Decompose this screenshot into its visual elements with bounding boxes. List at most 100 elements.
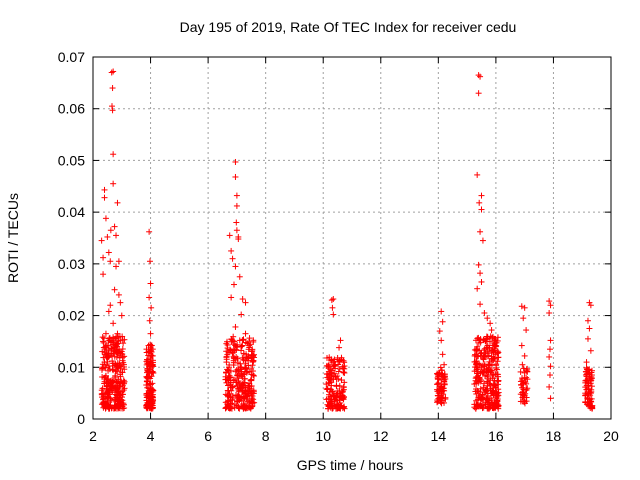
data-point xyxy=(483,338,490,345)
data-point xyxy=(490,356,497,363)
data-point xyxy=(231,281,238,288)
data-point xyxy=(105,367,112,374)
data-point xyxy=(341,403,348,410)
data-point xyxy=(114,199,121,206)
data-point xyxy=(223,353,230,360)
data-point xyxy=(486,380,493,387)
data-point xyxy=(119,369,126,376)
data-point xyxy=(119,333,126,340)
data-point xyxy=(230,346,237,353)
data-point xyxy=(488,327,495,334)
data-point xyxy=(336,344,343,351)
data-point xyxy=(246,383,253,390)
x-tick-label: 14 xyxy=(431,428,447,444)
data-point xyxy=(338,388,345,395)
data-point xyxy=(110,68,117,75)
data-point xyxy=(239,388,246,395)
data-point xyxy=(473,363,480,370)
data-point xyxy=(439,318,446,325)
x-tick-label: 10 xyxy=(315,428,331,444)
data-point xyxy=(328,369,335,376)
data-point xyxy=(106,335,113,342)
data-point xyxy=(473,373,480,380)
data-point xyxy=(586,325,593,332)
data-point xyxy=(487,368,494,375)
data-point xyxy=(105,308,112,315)
data-point xyxy=(494,398,501,405)
data-point xyxy=(110,360,117,367)
data-point xyxy=(233,227,240,234)
data-point xyxy=(113,335,120,342)
data-point xyxy=(238,385,245,392)
data-point xyxy=(115,364,122,371)
data-point xyxy=(587,302,594,309)
data-point xyxy=(108,103,115,110)
data-point xyxy=(239,342,246,349)
data-point xyxy=(517,368,524,375)
data-point xyxy=(114,330,121,337)
data-point xyxy=(588,373,595,380)
data-point xyxy=(108,345,115,352)
data-point xyxy=(230,333,237,340)
data-point xyxy=(144,378,151,385)
data-point xyxy=(121,336,128,343)
data-point xyxy=(326,376,333,383)
data-point xyxy=(246,335,253,342)
data-point xyxy=(245,353,252,360)
data-point xyxy=(478,377,485,384)
data-point xyxy=(520,384,527,391)
data-point xyxy=(119,397,126,404)
data-point xyxy=(478,349,485,356)
data-point xyxy=(102,405,109,412)
data-point xyxy=(146,258,153,265)
data-point xyxy=(232,342,239,349)
data-point xyxy=(521,304,528,311)
data-point xyxy=(475,90,482,97)
data-point xyxy=(236,337,243,344)
data-point xyxy=(547,302,554,309)
data-point xyxy=(546,353,553,360)
data-point xyxy=(584,317,591,324)
data-point xyxy=(441,381,448,388)
data-point xyxy=(483,394,490,401)
data-point xyxy=(232,158,239,165)
data-point xyxy=(492,342,499,349)
data-point xyxy=(523,374,530,381)
data-point xyxy=(111,223,118,230)
data-point xyxy=(113,368,120,375)
data-point xyxy=(333,383,340,390)
data-point xyxy=(340,369,347,376)
data-point xyxy=(523,327,530,334)
data-point xyxy=(324,401,331,408)
data-point xyxy=(232,323,239,330)
data-point xyxy=(586,369,593,376)
data-point xyxy=(148,304,155,311)
y-tick-label: 0.05 xyxy=(58,152,85,168)
data-point xyxy=(233,379,240,386)
data-point xyxy=(491,404,498,411)
data-point xyxy=(148,400,155,407)
y-axis-label: ROTI / TECUs xyxy=(5,193,21,283)
data-point xyxy=(339,363,346,370)
data-point xyxy=(325,361,332,368)
data-point xyxy=(225,349,232,356)
data-point xyxy=(485,361,492,368)
data-point xyxy=(144,374,151,381)
data-point xyxy=(326,395,333,402)
data-point xyxy=(436,328,443,335)
data-point xyxy=(437,364,444,371)
data-point xyxy=(102,400,109,407)
data-point xyxy=(583,359,590,366)
data-point xyxy=(98,237,105,244)
data-point xyxy=(335,358,342,365)
data-point xyxy=(327,400,334,407)
data-point xyxy=(586,400,593,407)
data-point xyxy=(224,338,231,345)
data-point xyxy=(144,384,151,391)
data-point xyxy=(108,384,115,391)
data-point xyxy=(333,402,340,409)
data-point xyxy=(518,342,525,349)
data-point xyxy=(487,383,494,390)
data-point xyxy=(478,278,485,285)
data-point xyxy=(234,398,241,405)
